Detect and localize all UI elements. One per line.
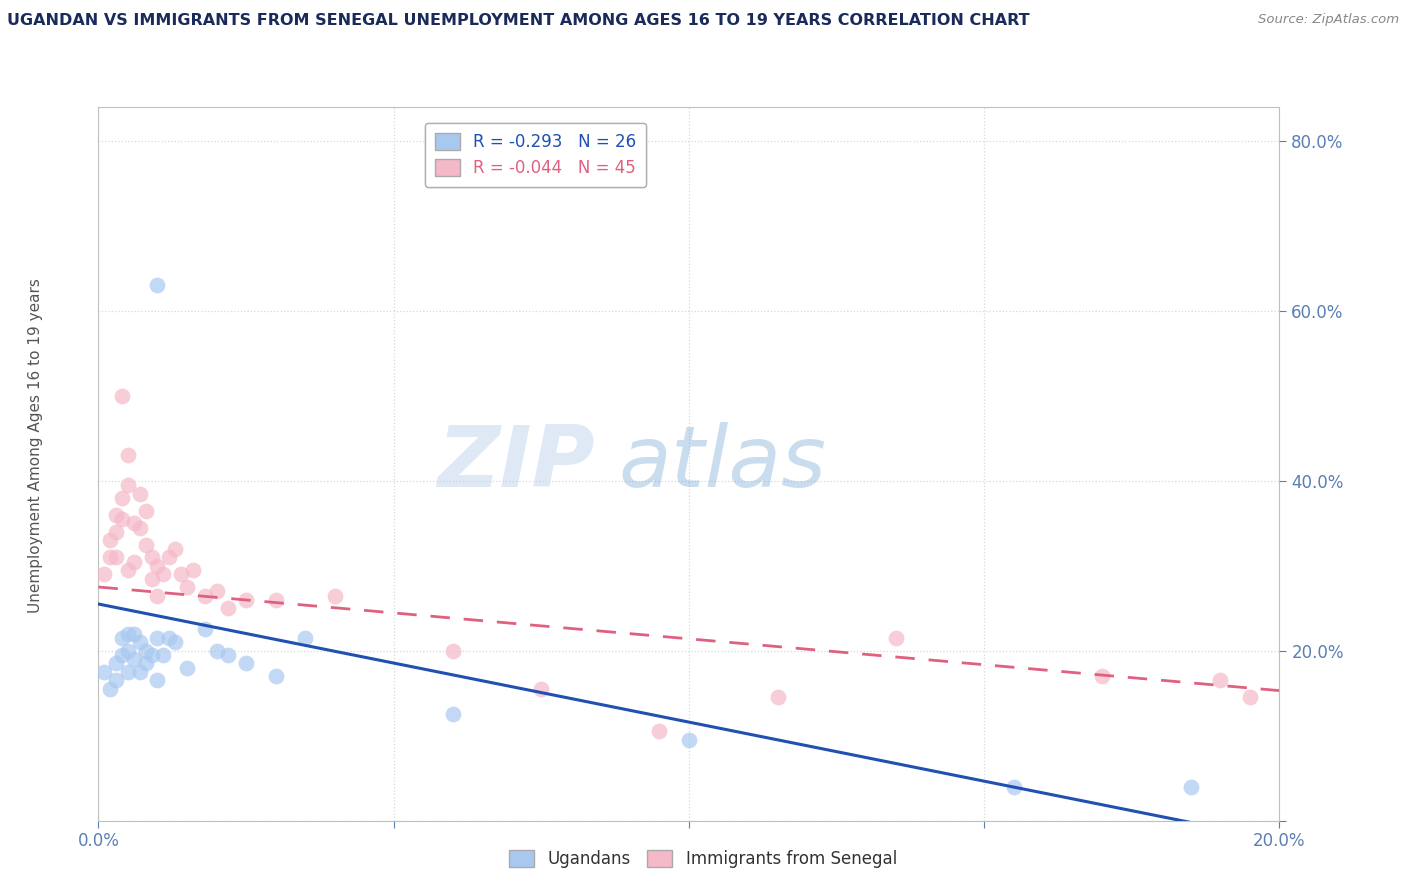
Point — [117, 626, 139, 640]
Point — [105, 550, 128, 565]
Point — [264, 669, 287, 683]
Text: UGANDAN VS IMMIGRANTS FROM SENEGAL UNEMPLOYMENT AMONG AGES 16 TO 19 YEARS CORREL: UGANDAN VS IMMIGRANTS FROM SENEGAL UNEMP… — [7, 13, 1029, 29]
Point — [165, 541, 187, 556]
Point — [122, 516, 145, 531]
Point — [105, 524, 128, 539]
Point — [1180, 780, 1202, 794]
Point — [181, 563, 204, 577]
Point — [157, 550, 180, 565]
Point — [135, 644, 157, 658]
Point — [530, 681, 553, 696]
Point — [135, 657, 157, 671]
Point — [648, 724, 671, 739]
Point — [157, 631, 180, 645]
Point — [176, 580, 198, 594]
Point — [146, 558, 169, 573]
Point — [235, 657, 257, 671]
Point — [194, 623, 217, 637]
Point — [152, 648, 174, 662]
Point — [128, 665, 150, 679]
Point — [205, 584, 228, 599]
Point — [111, 648, 134, 662]
Point — [165, 635, 187, 649]
Point — [111, 389, 134, 403]
Point — [146, 631, 169, 645]
Point — [122, 555, 145, 569]
Point — [128, 486, 150, 500]
Point — [176, 661, 198, 675]
Point — [93, 665, 115, 679]
Point — [678, 733, 700, 747]
Text: ZIP: ZIP — [437, 422, 595, 506]
Point — [117, 644, 139, 658]
Point — [98, 533, 121, 548]
Point — [766, 690, 789, 705]
Point — [146, 278, 169, 293]
Text: atlas: atlas — [619, 422, 827, 506]
Point — [111, 512, 134, 526]
Point — [117, 478, 139, 492]
Text: Unemployment Among Ages 16 to 19 years: Unemployment Among Ages 16 to 19 years — [28, 278, 42, 614]
Point — [235, 592, 257, 607]
Legend: Ugandans, Immigrants from Senegal: Ugandans, Immigrants from Senegal — [502, 843, 904, 875]
Point — [117, 448, 139, 462]
Point — [323, 589, 346, 603]
Point — [128, 635, 150, 649]
Point — [122, 626, 145, 640]
Point — [205, 644, 228, 658]
Point — [146, 589, 169, 603]
Point — [141, 550, 163, 565]
Point — [264, 592, 287, 607]
Point — [217, 648, 239, 662]
Point — [141, 572, 163, 586]
Point — [117, 563, 139, 577]
Text: Source: ZipAtlas.com: Source: ZipAtlas.com — [1258, 13, 1399, 27]
Point — [105, 508, 128, 522]
Point — [93, 567, 115, 582]
Point — [441, 707, 464, 722]
Point — [1002, 780, 1025, 794]
Point — [98, 550, 121, 565]
Legend: R = -0.293   N = 26, R = -0.044   N = 45: R = -0.293 N = 26, R = -0.044 N = 45 — [425, 122, 647, 187]
Point — [122, 652, 145, 666]
Point — [128, 520, 150, 534]
Point — [146, 673, 169, 688]
Point — [441, 644, 464, 658]
Point — [135, 503, 157, 517]
Point — [111, 491, 134, 505]
Point — [1091, 669, 1114, 683]
Point — [111, 631, 134, 645]
Point — [105, 657, 128, 671]
Point — [135, 537, 157, 551]
Point — [217, 601, 239, 615]
Point — [1209, 673, 1232, 688]
Point — [105, 673, 128, 688]
Point — [152, 567, 174, 582]
Point — [294, 631, 316, 645]
Point — [117, 665, 139, 679]
Point — [1239, 690, 1261, 705]
Point — [170, 567, 193, 582]
Point — [141, 648, 163, 662]
Point — [884, 631, 907, 645]
Point — [98, 681, 121, 696]
Point — [194, 589, 217, 603]
